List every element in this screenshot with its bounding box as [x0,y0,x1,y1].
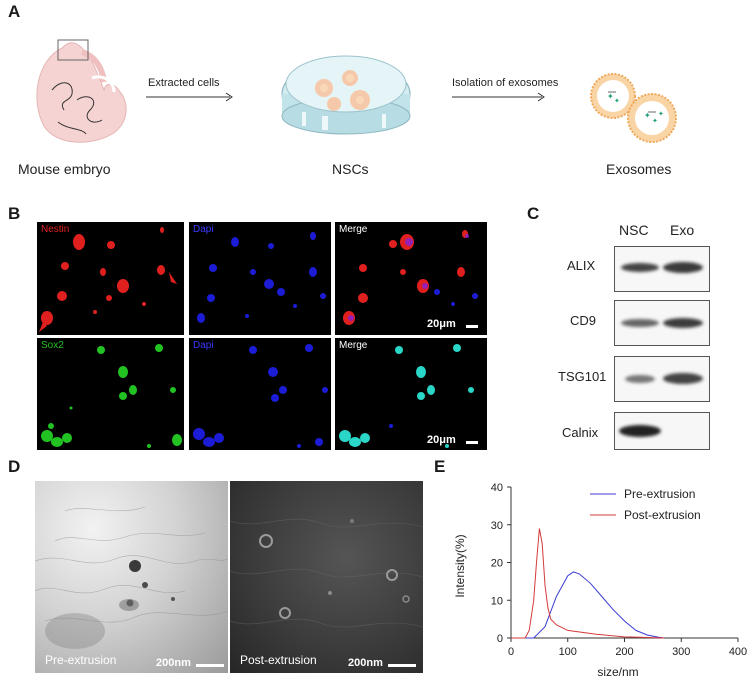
merge-cells-1 [343,230,478,325]
svg-text:✦: ✦ [614,97,620,105]
x-tick-label: 100 [559,646,577,658]
tem-pre-scale-bar [196,664,224,667]
blot-tsg101 [614,356,710,402]
panel-label-a: A [8,2,21,21]
exosomes-label: Exosomes [606,161,672,177]
nestin-image: Nestin [37,222,184,335]
arrow1-label: Extracted cells [148,77,220,89]
merge-cells-2 [339,344,474,448]
y-tick-label: 0 [497,633,503,645]
mouse-embryo-label: Mouse embryo [18,161,111,177]
protein-calnix: Calnix [562,425,599,440]
dapi-title-2: Dapi [193,340,214,351]
y-tick-label: 20 [491,558,503,570]
y-tick-label: 30 [491,520,503,532]
merge-title-1: Merge [339,224,368,235]
sox2-image: Sox2 [37,338,184,450]
tem-pre-texture [35,506,228,649]
panel-c-western-blot: NSC Exo ALIX CD9 TSG101 Calnix [540,218,740,450]
blot-calnix [614,412,710,450]
scale-label-b2: 20μm [427,434,456,446]
panel-label-d: D [8,457,21,476]
legend-label-1: Post-extrusion [624,508,701,522]
arrow2-icon [452,92,545,102]
blot-cd9 [614,300,710,346]
chart-x-label: size/nm [597,665,638,679]
scale-label-b1: 20μm [427,318,456,330]
merge-title-2: Merge [339,340,368,351]
dapi-image-1: Dapi [189,222,331,335]
legend-label-0: Pre-extrusion [624,487,695,501]
x-tick-label: 200 [615,646,633,658]
scale-bar-b1 [466,325,478,328]
tem-pre-scale-label: 200nm [156,657,191,669]
x-tick-label: 400 [729,646,747,658]
y-tick-label: 40 [491,482,503,494]
y-tick-label: 10 [491,595,503,607]
tem-post-extrusion: Post-extrusion 200nm [230,481,423,673]
arrow2-label: Isolation of exosomes [452,77,559,89]
column-exo: Exo [670,222,695,238]
sox2-title: Sox2 [41,340,64,351]
chart-y-label: Intensity(%) [453,534,467,597]
column-nsc: NSC [619,222,649,238]
panel-label-b: B [8,204,21,223]
mouse-embryo-illustration [36,39,127,143]
dapi-cells-1 [197,232,326,323]
svg-text:✦: ✦ [607,92,614,101]
protein-cd9: CD9 [570,313,597,328]
series-line-post-extrusion [511,528,665,639]
chart-legend: Pre-extrusion Post-extrusion [590,487,701,522]
scale-bar-b2 [466,441,478,444]
tem-pre-extrusion: Pre-extrusion 200nm [35,481,228,673]
series-line-pre-extrusion [511,571,665,639]
panel-label-e: E [434,457,446,476]
blot-alix [614,246,710,292]
dapi-image-2: Dapi [189,338,331,450]
dapi-title-1: Dapi [193,224,214,235]
merge-image-2: Merge 20μm [335,338,487,450]
nestin-title: Nestin [41,224,70,235]
svg-text:✦: ✦ [658,110,664,118]
svg-text:✦: ✦ [644,111,651,120]
panel-label-c: C [527,204,540,223]
exosomes-illustration: ✦ ✦ ✦ ✦ ✦ [590,73,677,143]
svg-text:✦: ✦ [652,117,658,125]
tem-pre-label: Pre-extrusion [45,653,117,667]
tem-post-scale-label: 200nm [348,657,383,669]
sox2-cells [41,344,182,448]
petri-dish-illustration [281,55,411,135]
chart-series [511,528,665,639]
dapi-cells-2 [193,344,328,448]
nestin-cells [39,227,177,332]
merge-image-1: Merge 20μm [335,222,487,335]
panel-a: Mouse embryo Extracted cells NSCs Isolat… [0,0,753,200]
tem-post-scale-bar [388,664,416,667]
nscs-label: NSCs [332,161,369,177]
tem-post-texture [230,518,423,628]
arrow1-icon [146,92,233,102]
panel-b-microscopy-grid: Nestin Dapi [37,222,489,450]
x-tick-label: 300 [672,646,690,658]
protein-tsg101: TSG101 [558,369,607,384]
x-tick-label: 0 [508,646,514,658]
protein-alix: ALIX [567,258,596,273]
tem-post-label: Post-extrusion [240,653,317,667]
